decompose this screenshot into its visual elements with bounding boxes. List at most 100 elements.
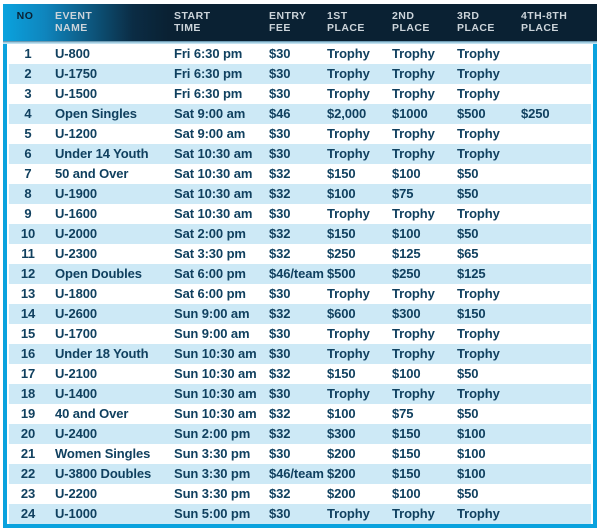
cell-no: 4 — [24, 106, 32, 121]
cell-third: $50 — [457, 186, 479, 201]
cell-no: 1 — [24, 46, 32, 61]
table-row: 16 Under 18 Youth Sun 10:30 am $30 Trophy Tro… — [9, 344, 591, 364]
cell-third: Trophy — [457, 286, 500, 301]
header-label-line1: 4TH-8TH — [521, 10, 568, 22]
cell-first: Trophy — [327, 46, 370, 61]
header-label-line1: ENTRY — [269, 10, 307, 22]
cell-fee: $30 — [269, 206, 291, 221]
cell-first: $100 — [327, 186, 356, 201]
header-cell-start: START TIME — [166, 10, 261, 41]
cell-first: Trophy — [327, 386, 370, 401]
cell-no: 22 — [20, 466, 36, 481]
cell-second: Trophy — [392, 206, 435, 221]
cell-third: $50 — [457, 486, 479, 501]
cell-event: Under 18 Youth — [55, 346, 149, 361]
cell-second: $100 — [392, 226, 421, 241]
cell-fourth_eighth — [513, 504, 591, 524]
cell-event: U-2200 — [55, 486, 98, 501]
cell-fourth_eighth — [513, 124, 591, 144]
cell-first: Trophy — [327, 286, 370, 301]
cell-no: 5 — [24, 126, 32, 141]
cell-no: 16 — [20, 346, 36, 361]
cell-event: U-1400 — [55, 386, 98, 401]
cell-fee: $46 — [269, 106, 291, 121]
cell-first: Trophy — [327, 146, 370, 161]
cell-second: Trophy — [392, 386, 435, 401]
cell-second: Trophy — [392, 346, 435, 361]
table-row: 10 U-2000 Sat 2:00 pm $32 $150 $100 $50 — [9, 224, 591, 244]
cell-third: $50 — [457, 226, 479, 241]
cell-start: Sat 2:00 pm — [174, 226, 246, 241]
cell-fee: $30 — [269, 386, 291, 401]
cell-second: $125 — [392, 246, 421, 261]
cell-first: $200 — [327, 486, 356, 501]
cell-event: U-2000 — [55, 226, 98, 241]
table-row: 13 U-1800 Sat 6:00 pm $30 Trophy Trophy Trophy — [9, 284, 591, 304]
cell-fourth_eighth — [513, 284, 591, 304]
table-header-row: NO EVENT NAME START TIME ENTRY FEE 1ST PLACE 2ND P… — [3, 4, 597, 41]
cell-start: Sat 10:30 am — [174, 146, 253, 161]
cell-start: Fri 6:30 pm — [174, 46, 243, 61]
cell-second: $1000 — [392, 106, 428, 121]
cell-fourth_eighth — [513, 264, 591, 284]
cell-start: Sun 10:30 am — [174, 406, 257, 421]
cell-fee: $32 — [269, 246, 291, 261]
cell-fee: $30 — [269, 326, 291, 341]
cell-first: $600 — [327, 306, 356, 321]
cell-fourth_eighth — [513, 64, 591, 84]
cell-no: 6 — [24, 146, 32, 161]
cell-second: Trophy — [392, 46, 435, 61]
header-cell-event: EVENT NAME — [47, 10, 166, 41]
header-cell-fee: ENTRY FEE — [261, 10, 319, 41]
cell-event: Under 14 Youth — [55, 146, 149, 161]
cell-fee: $32 — [269, 366, 291, 381]
table-row: 17 U-2100 Sun 10:30 am $32 $150 $100 $50 — [9, 364, 591, 384]
cell-fourth_eighth — [513, 364, 591, 384]
cell-fee: $30 — [269, 286, 291, 301]
cell-start: Sun 3:30 pm — [174, 486, 251, 501]
cell-event: U-1750 — [55, 66, 98, 81]
cell-no: 8 — [24, 186, 32, 201]
cell-event: U-800 — [55, 46, 90, 61]
cell-fee: $30 — [269, 346, 291, 361]
cell-event: U-1700 — [55, 326, 98, 341]
header-cell-first: 1ST PLACE — [319, 10, 384, 41]
cell-start: Sun 9:00 am — [174, 306, 250, 321]
header-label-line1: 2ND — [392, 10, 415, 22]
cell-start: Sat 10:30 am — [174, 166, 253, 181]
cell-second: Trophy — [392, 146, 435, 161]
cell-fourth_eighth — [513, 464, 591, 484]
cell-event: U-1200 — [55, 126, 98, 141]
cell-event: U-1900 — [55, 186, 98, 201]
cell-fee: $30 — [269, 46, 291, 61]
cell-third: $150 — [457, 306, 486, 321]
table-row: 18 U-1400 Sun 10:30 am $30 Trophy Trophy Troph… — [9, 384, 591, 404]
cell-start: Sat 9:00 am — [174, 106, 246, 121]
cell-no: 18 — [20, 386, 36, 401]
cell-event: U-1500 — [55, 86, 98, 101]
cell-third: Trophy — [457, 86, 500, 101]
cell-fee: $30 — [269, 66, 291, 81]
cell-start: Fri 6:30 pm — [174, 86, 243, 101]
cell-fee: $46/team — [269, 266, 324, 281]
cell-fourth_eighth — [513, 324, 591, 344]
header-cell-second: 2ND PLACE — [384, 10, 449, 41]
cell-no: 15 — [20, 326, 36, 341]
cell-fourth_eighth — [513, 344, 591, 364]
cell-second: Trophy — [392, 326, 435, 341]
cell-third: $50 — [457, 366, 479, 381]
header-underline — [3, 41, 597, 44]
header-label-line1: START — [174, 10, 211, 22]
cell-fee: $32 — [269, 486, 291, 501]
cell-first: Trophy — [327, 126, 370, 141]
cell-start: Sat 10:30 am — [174, 186, 253, 201]
cell-fee: $32 — [269, 226, 291, 241]
cell-second: $75 — [392, 406, 414, 421]
cell-fee: $30 — [269, 86, 291, 101]
cell-second: $150 — [392, 446, 421, 461]
cell-first: $200 — [327, 466, 356, 481]
cell-fourth_eighth — [513, 184, 591, 204]
cell-fee: $32 — [269, 406, 291, 421]
cell-third: Trophy — [457, 126, 500, 141]
cell-fee: $30 — [269, 446, 291, 461]
